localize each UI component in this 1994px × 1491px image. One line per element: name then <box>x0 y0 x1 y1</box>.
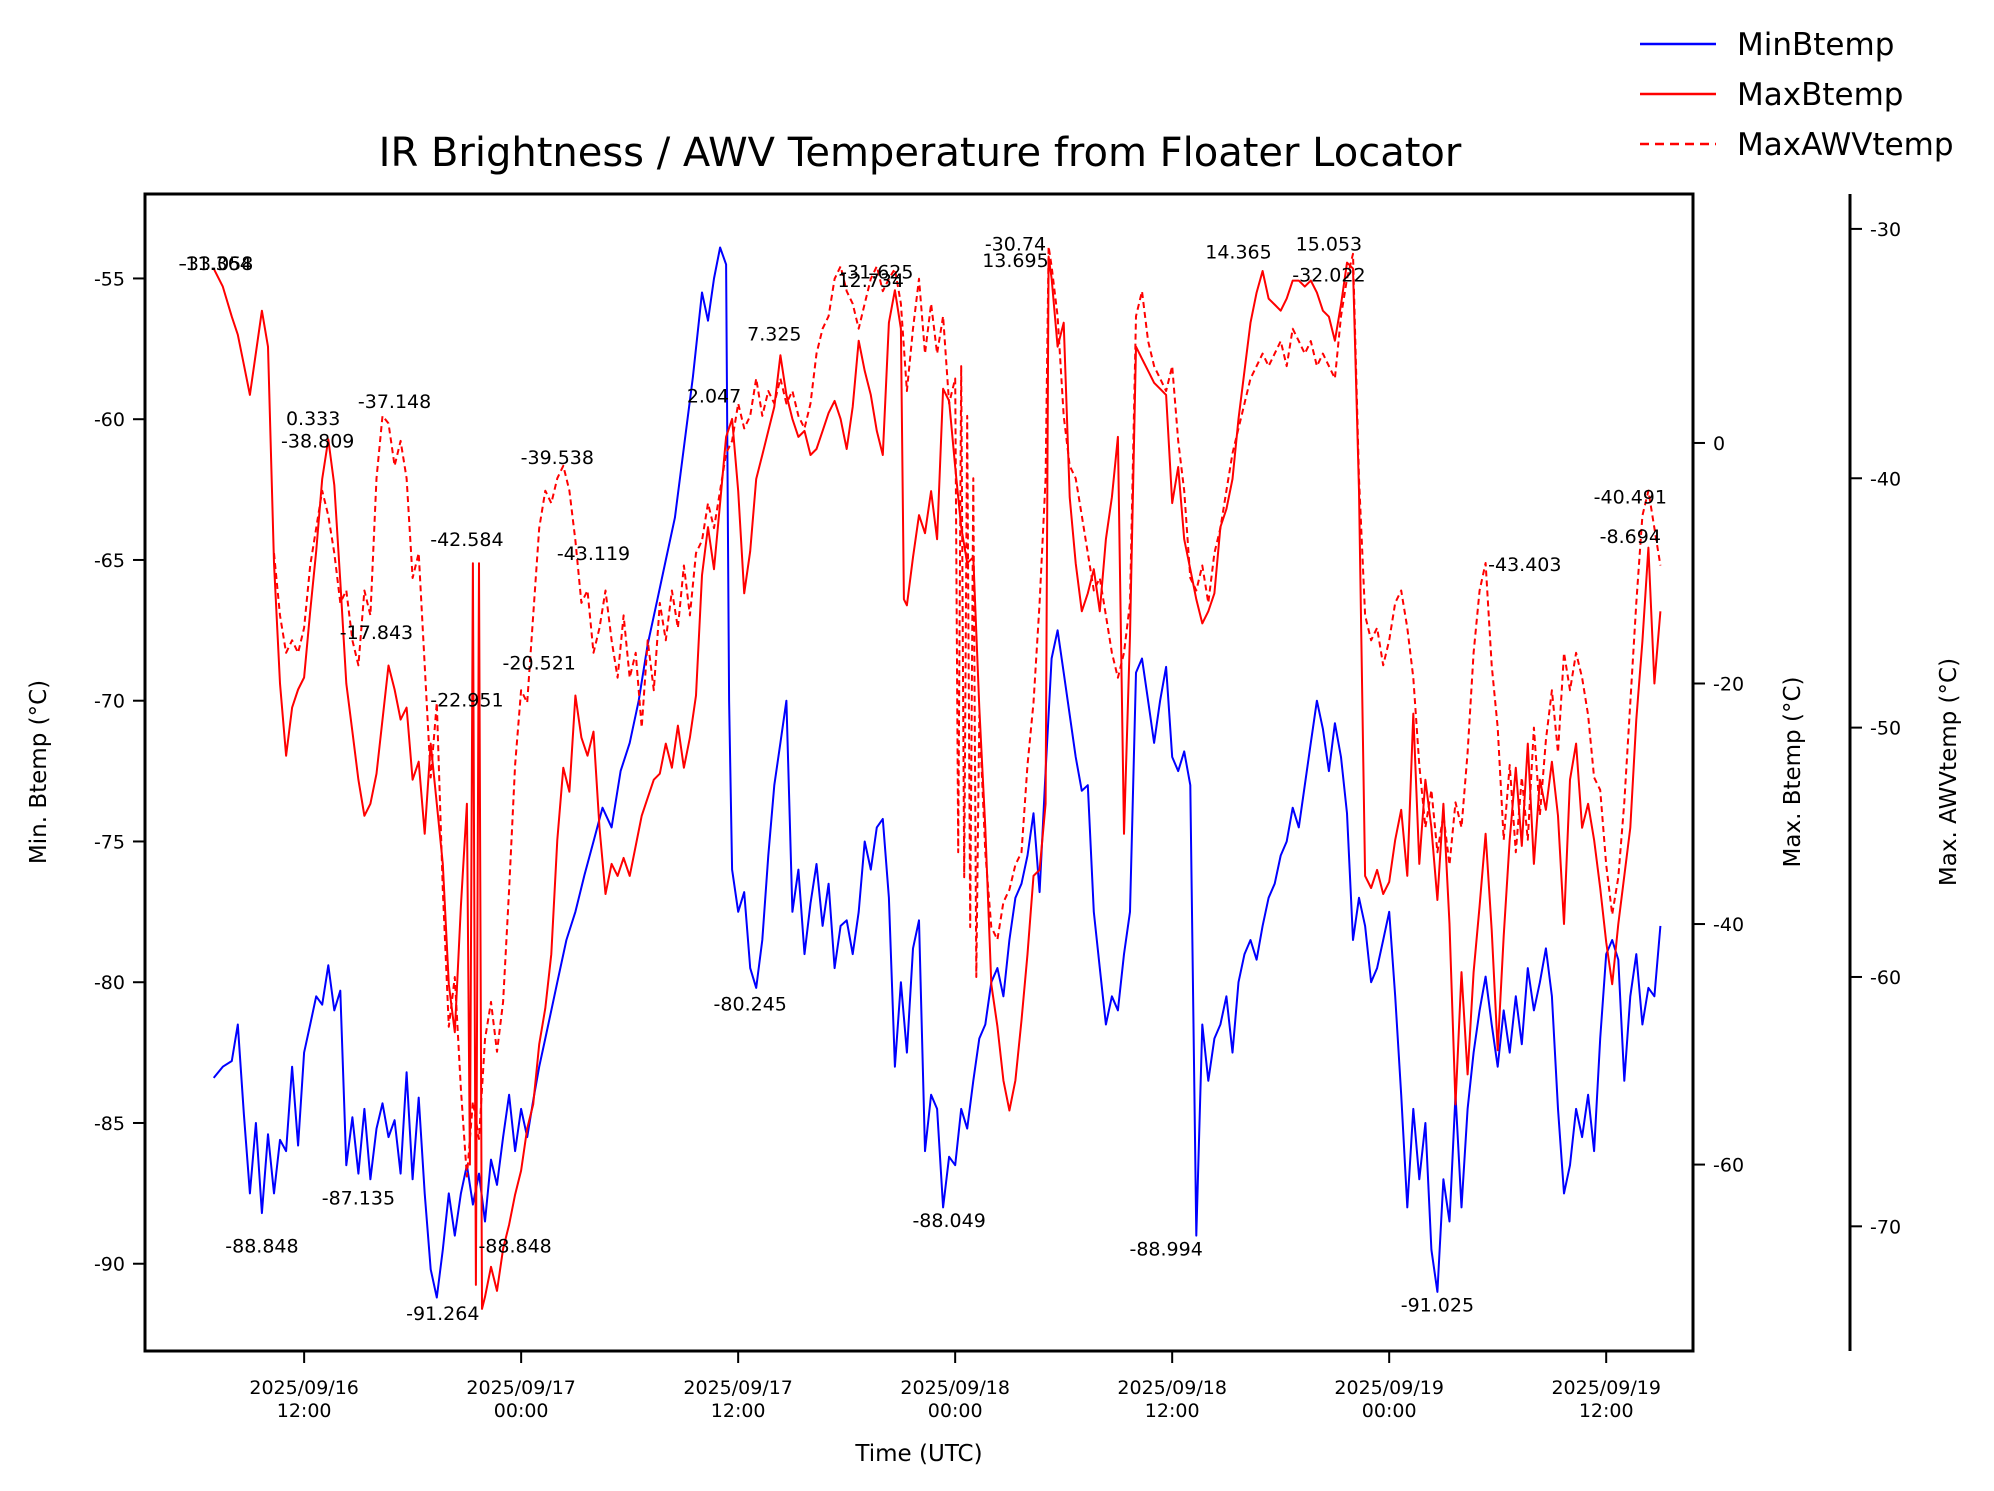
y-axis-left: -90 -85 -80 -75 -70 -65 -60 -55 <box>94 268 145 1276</box>
data-label: -30.74 <box>985 233 1046 255</box>
data-label: -39.538 <box>521 447 594 469</box>
y-right-tick-label: -60 <box>1713 1155 1744 1177</box>
y-right-tick-label: -40 <box>1713 914 1744 936</box>
y-left-tick-label: -75 <box>94 831 125 853</box>
y-left-tick-label: -70 <box>94 691 125 713</box>
data-label: -17.843 <box>340 622 413 644</box>
legend-label-minbtemp: MinBtemp <box>1737 27 1894 63</box>
y-axis-right2: -70 -60 -50 -40 -30 <box>1848 194 1901 1351</box>
x-tick-label-date: 2025/09/17 <box>466 1377 576 1399</box>
y-right2-tick-label: -40 <box>1870 468 1901 490</box>
data-label: -88.049 <box>912 1210 985 1232</box>
y-axis-right2-title: Max. AWVtemp (°C) <box>1936 658 1962 886</box>
data-label: -22.951 <box>430 689 503 711</box>
y-axis-right-title: Max. Btemp (°C) <box>1780 677 1806 868</box>
x-tick-label-time: 12:00 <box>1579 1400 1634 1422</box>
x-axis: 2025/09/1612:002025/09/1700:002025/09/17… <box>249 1351 1661 1422</box>
y-left-tick-label: -65 <box>94 550 125 572</box>
data-label: -80.245 <box>714 993 787 1015</box>
data-label: -33.058 <box>180 253 253 275</box>
data-label: -43.403 <box>1488 554 1561 576</box>
data-label: -37.148 <box>358 391 431 413</box>
y-right2-tick-label: -60 <box>1870 967 1901 989</box>
data-label: -38.809 <box>281 430 354 452</box>
annotation-layer: -11.364-33.058 0.333-38.809-37.148 -42.584… <box>179 233 1667 1325</box>
y-axis-right: -60 -40 -20 0 <box>1693 433 1744 1177</box>
chart-title: IR Brightness / AWV Temperature from Flo… <box>379 130 1462 176</box>
data-label: -87.135 <box>322 1188 395 1210</box>
x-tick-label-date: 2025/09/19 <box>1334 1377 1444 1399</box>
y-right2-tick-label: -50 <box>1870 718 1901 740</box>
legend-label-maxbtemp: MaxBtemp <box>1737 77 1903 113</box>
data-label: -88.848 <box>225 1235 298 1257</box>
x-tick-label-time: 12:00 <box>1145 1400 1200 1422</box>
data-label: -91.264 <box>406 1303 479 1325</box>
x-tick-label-time: 00:00 <box>494 1400 549 1422</box>
y-right2-tick-label: -30 <box>1870 219 1901 241</box>
data-label: 14.365 <box>1205 242 1271 264</box>
data-label: -88.848 <box>478 1235 551 1257</box>
x-tick-label-date: 2025/09/19 <box>1551 1377 1661 1399</box>
x-tick-label-time: 00:00 <box>928 1400 983 1422</box>
y-left-tick-label: -60 <box>94 409 125 431</box>
data-label: -20.521 <box>503 653 576 675</box>
data-label: -31.625 <box>840 261 913 283</box>
y-left-tick-label: -90 <box>94 1254 125 1276</box>
y-axis-left-title: Min. Btemp (°C) <box>26 680 52 864</box>
y-right-tick-label: 0 <box>1713 433 1725 455</box>
data-label: 12.734 <box>838 270 904 292</box>
data-label: 13.695 <box>982 250 1048 272</box>
x-tick-label-date: 2025/09/16 <box>249 1377 359 1399</box>
series-layer <box>212 245 1662 1310</box>
y-right-tick-label: -20 <box>1713 674 1744 696</box>
legend: MinBtemp MaxBtemp MaxAWVtemp <box>1640 27 1954 163</box>
x-tick-label-time: 12:00 <box>277 1400 332 1422</box>
y-right2-tick-label: -70 <box>1870 1216 1901 1238</box>
series-line-maxbtemp <box>212 255 1662 1310</box>
x-tick-label-date: 2025/09/17 <box>683 1377 793 1399</box>
data-label: -42.584 <box>430 529 503 551</box>
x-tick-label-date: 2025/09/18 <box>1117 1377 1227 1399</box>
plot-frame <box>143 192 1695 1353</box>
x-tick-label-time: 12:00 <box>711 1400 766 1422</box>
x-tick-label-time: 00:00 <box>1362 1400 1417 1422</box>
series-line-minbtemp <box>212 246 1662 1299</box>
data-label: 15.053 <box>1296 233 1362 255</box>
y-left-tick-label: -85 <box>94 1113 125 1135</box>
y-left-tick-label: -80 <box>94 972 125 994</box>
data-label: -43.119 <box>557 543 630 565</box>
data-label: 0.333 <box>286 408 340 430</box>
data-label: -91.025 <box>1401 1295 1474 1317</box>
x-tick-label-date: 2025/09/18 <box>900 1377 1010 1399</box>
legend-label-maxawvtemp: MaxAWVtemp <box>1737 127 1954 163</box>
data-label: -40.491 <box>1594 487 1667 509</box>
data-label: -11.364 <box>179 253 252 275</box>
y-left-tick-label: -55 <box>94 268 125 290</box>
data-label: 7.325 <box>747 323 801 345</box>
data-label: 2.047 <box>687 385 741 407</box>
data-label: -8.694 <box>1600 526 1661 548</box>
data-label: -88.994 <box>1129 1238 1202 1260</box>
x-axis-title: Time (UTC) <box>854 1441 982 1467</box>
data-label: -32.022 <box>1292 264 1365 286</box>
